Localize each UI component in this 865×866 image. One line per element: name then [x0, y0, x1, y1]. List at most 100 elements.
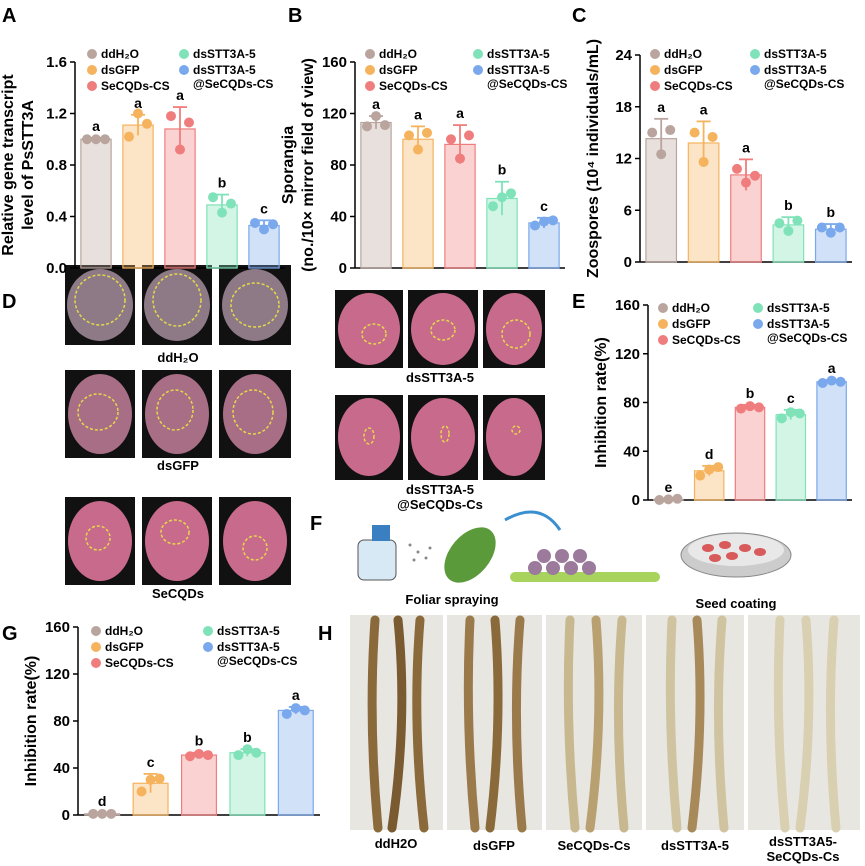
significance-letter: b — [243, 729, 252, 745]
legend-label: dsGFP — [101, 63, 140, 77]
data-point — [656, 149, 667, 160]
y-tick-label: 0.0 — [46, 260, 67, 277]
data-point — [750, 170, 760, 181]
photo-caption: dsSTT3A-5 @SeCQDs-Cs — [397, 482, 483, 512]
y-tick-label: 80 — [330, 157, 347, 174]
legend-marker — [87, 65, 97, 75]
legend-label: dsSTT3A-5 — [217, 624, 280, 638]
y-tick-label: 160 — [615, 297, 640, 314]
y-tick-label: 40 — [330, 209, 347, 226]
significance-letter: a — [742, 139, 750, 155]
y-tick-label: 160 — [322, 54, 347, 71]
data-point — [774, 218, 785, 229]
y-tick-label: 6 — [624, 202, 632, 219]
panel-label: B — [288, 5, 302, 27]
data-point — [741, 177, 751, 188]
y-axis-label: (no./10× mirror field of view) — [300, 58, 317, 272]
data-point — [446, 134, 456, 145]
legend-label: dsSTT3A-5 @SeCQDs-CS — [487, 63, 567, 91]
data-point — [203, 750, 213, 761]
illustration-caption: Foliar spraying — [405, 592, 498, 607]
legend-label: dsSTT3A-5 @SeCQDs-CS — [767, 317, 847, 345]
significance-letter: a — [134, 95, 142, 111]
data-point — [106, 808, 117, 819]
legend-label: dsGFP — [672, 317, 711, 331]
bar — [402, 138, 434, 269]
data-point — [826, 375, 837, 386]
data-point — [82, 134, 92, 145]
y-tick-label: 0 — [632, 492, 640, 509]
y-tick-label: 1.2 — [46, 106, 67, 123]
data-point — [785, 407, 796, 418]
photo-caption: SeCQDs-Cs — [558, 838, 631, 853]
data-point — [226, 198, 236, 209]
y-axis-label: Relative gene transcript — [0, 74, 17, 256]
photo-caption: dsSTT3A5-SeCQDs-Cs — [767, 834, 840, 864]
legend-label: SeCQDs-CS — [379, 79, 448, 93]
legend-marker — [473, 49, 483, 59]
data-point — [665, 125, 676, 136]
legend-label: dsSTT3A-5 — [767, 301, 830, 315]
legend-marker — [365, 49, 375, 59]
legend-marker — [203, 626, 213, 636]
data-point — [217, 207, 227, 218]
legend-marker — [650, 81, 660, 91]
bar — [180, 754, 218, 816]
legend-label: SeCQDs-CS — [105, 656, 174, 670]
significance-letter: a — [92, 118, 100, 134]
legend-label: SeCQDs-CS — [664, 79, 733, 93]
y-tick-label: 0.4 — [46, 209, 68, 226]
significance-letter: c — [260, 200, 268, 216]
y-tick-label: 1.6 — [46, 54, 67, 71]
photo-caption: ddH₂O — [157, 350, 198, 365]
data-point — [100, 134, 110, 145]
data-point — [825, 227, 836, 238]
y-axis-label: Sporangia — [280, 126, 297, 204]
data-point — [185, 751, 195, 762]
legend-marker — [650, 65, 660, 75]
legend-label: dsSTT3A-5 — [764, 47, 827, 61]
data-point — [259, 224, 269, 235]
data-point — [732, 163, 742, 174]
data-point — [145, 774, 156, 785]
y-tick-label: 80 — [623, 395, 640, 412]
legend-label: dsSTT3A-5 @SeCQDs-CS — [217, 640, 297, 668]
root-photos — [350, 615, 860, 833]
panel-label: F — [310, 513, 322, 535]
data-point — [707, 131, 718, 142]
data-point — [124, 131, 134, 142]
y-axis-label: Inhibition rate(%) — [593, 337, 610, 468]
data-point — [184, 117, 194, 128]
legend-marker — [203, 642, 213, 652]
legend-label: dsGFP — [379, 63, 418, 77]
legend-label: SeCQDs-CS — [101, 79, 170, 93]
data-point — [817, 378, 828, 388]
legend-label: dsSTT3A-5 @SeCQDs-CS — [764, 63, 844, 91]
legend-label: ddH₂O — [101, 47, 139, 61]
significance-letter: b — [498, 162, 507, 178]
legend-marker — [658, 335, 668, 345]
significance-letter: b — [195, 733, 204, 749]
legend-marker — [87, 49, 97, 59]
legend-marker — [179, 65, 189, 75]
data-point — [745, 401, 755, 412]
legend-marker — [750, 65, 760, 75]
legend-label: ddH₂O — [105, 624, 143, 638]
significance-letter: a — [657, 99, 665, 115]
legend-label: dsSTT3A-5 — [193, 47, 256, 61]
legend-marker — [87, 81, 97, 91]
data-point — [299, 705, 310, 716]
legend-marker — [91, 658, 101, 668]
significance-letter: b — [218, 175, 227, 191]
legend-marker — [750, 49, 760, 59]
data-point — [371, 111, 381, 122]
panel-label: H — [318, 623, 332, 645]
data-point — [281, 708, 292, 719]
legend-label: dsSTT3A-5 — [487, 47, 550, 61]
data-point — [497, 192, 507, 203]
significance-letter: c — [540, 198, 548, 214]
y-tick-label: 40 — [53, 760, 70, 777]
data-point — [835, 376, 846, 387]
bar — [277, 709, 314, 816]
legend-marker — [473, 65, 483, 75]
